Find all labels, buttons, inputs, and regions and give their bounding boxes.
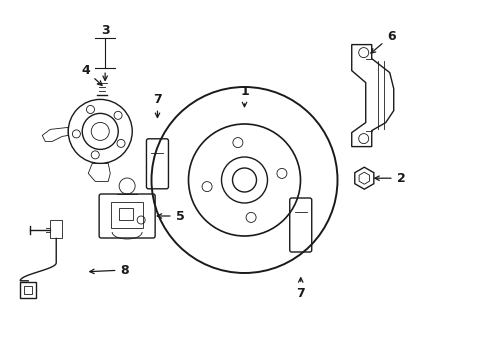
Bar — [20, 282, 36, 298]
Text: 4: 4 — [81, 64, 102, 85]
Bar — [50, 220, 62, 238]
Text: 7: 7 — [296, 278, 305, 300]
Text: 7: 7 — [153, 93, 162, 117]
Bar — [119, 208, 133, 220]
Text: 1: 1 — [240, 85, 248, 107]
Bar — [24, 286, 32, 294]
Text: 3: 3 — [101, 24, 109, 37]
Text: 8: 8 — [90, 264, 129, 276]
Text: 6: 6 — [370, 30, 395, 53]
Bar — [111, 202, 143, 228]
Text: 2: 2 — [374, 172, 405, 185]
Text: 5: 5 — [157, 210, 184, 222]
